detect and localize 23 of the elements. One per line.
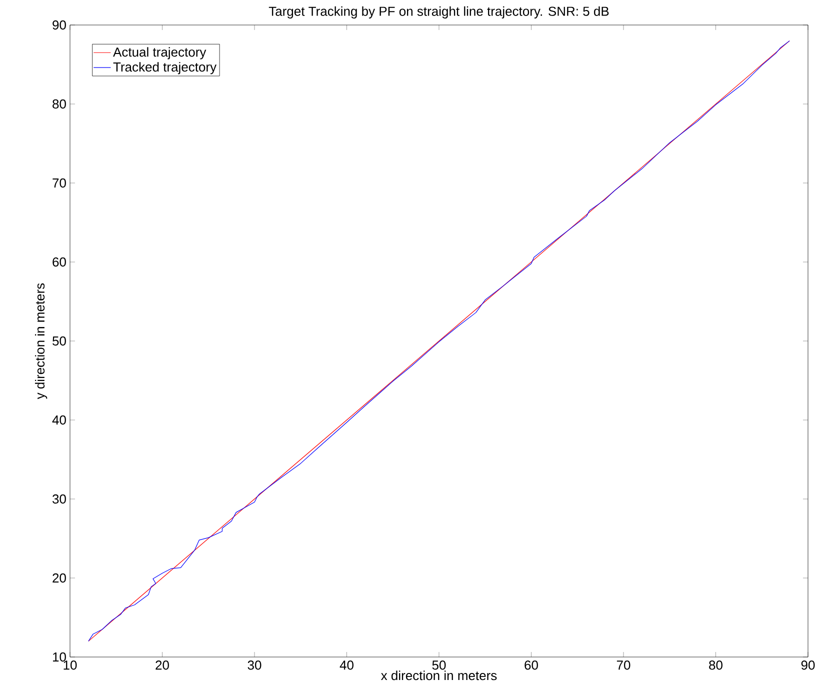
y-tick-label: 10 bbox=[52, 652, 66, 662]
y-axis-title: y direction in meters bbox=[35, 283, 48, 400]
y-tick-label: 50 bbox=[52, 336, 66, 346]
legend-label: Tracked trajectory bbox=[113, 62, 217, 74]
x-tick-label: 70 bbox=[616, 660, 630, 670]
y-tick-label: 90 bbox=[52, 20, 66, 30]
x-tick-label: 20 bbox=[156, 660, 169, 670]
x-tick-label: 90 bbox=[801, 660, 815, 670]
chart-title: Target Tracking by PF on straight line trajectory. SNR: 5 dB bbox=[268, 6, 609, 18]
x-axis-title: x direction in meters bbox=[380, 670, 497, 680]
x-tick-label: 10 bbox=[64, 660, 77, 670]
x-tick-label: 80 bbox=[709, 660, 722, 670]
legend-label: Actual trajectory bbox=[113, 47, 206, 60]
y-tick-label: 30 bbox=[52, 494, 66, 504]
x-tick-label: 50 bbox=[432, 660, 446, 670]
x-tick-label: 60 bbox=[524, 660, 538, 670]
y-tick-label: 20 bbox=[52, 573, 66, 583]
x-tick-label: 30 bbox=[248, 660, 262, 670]
y-tick-label: 80 bbox=[52, 99, 66, 109]
y-tick-label: 60 bbox=[52, 257, 66, 267]
y-tick-label: 40 bbox=[52, 415, 66, 425]
x-tick-label: 40 bbox=[340, 660, 354, 670]
y-tick-label: 70 bbox=[52, 178, 66, 188]
